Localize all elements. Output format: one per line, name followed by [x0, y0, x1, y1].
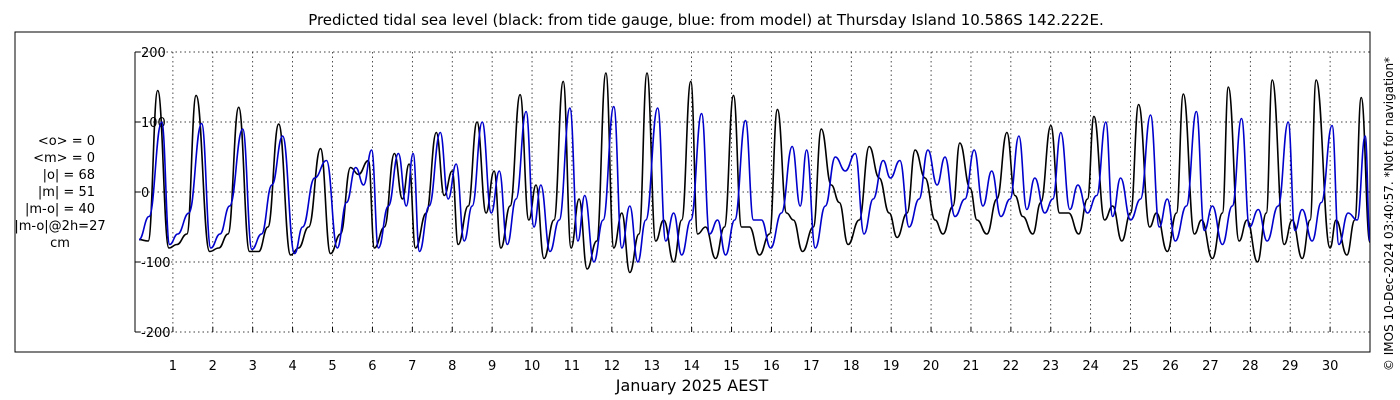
x-tick-label: 29: [1282, 359, 1299, 374]
x-tick-label: 25: [1122, 359, 1139, 374]
credit-text: © IMOS 10-Dec-2024 03:40:57. *Not for na…: [1382, 57, 1396, 371]
stat-line: <o> = 0: [38, 134, 95, 149]
x-tick-label: 27: [1202, 359, 1219, 374]
x-tick-label: 30: [1322, 359, 1339, 374]
x-tick-label: 28: [1242, 359, 1259, 374]
x-tick-label: 16: [763, 359, 780, 374]
stat-line: |m-o|@2h=27: [14, 219, 105, 234]
x-tick-label: 14: [683, 359, 700, 374]
grid-lines: [135, 51, 1370, 333]
x-tick-label: 21: [963, 359, 980, 374]
series-line-model: [138, 105, 1371, 263]
x-tick-label: 23: [1043, 359, 1060, 374]
x-tick-label: 19: [883, 359, 900, 374]
x-tick-label: 1: [169, 359, 177, 374]
x-tick-label: 12: [604, 359, 621, 374]
x-tick-label: 10: [524, 359, 541, 374]
x-tick-label: 13: [643, 359, 660, 374]
x-tick-label: 7: [408, 359, 416, 374]
x-tick-label: 22: [1003, 359, 1020, 374]
x-tick-label: 26: [1162, 359, 1179, 374]
y-tick-label: -200: [141, 326, 171, 341]
y-tick-label: 200: [141, 46, 166, 61]
x-tick-label: 24: [1082, 359, 1099, 374]
series-lines: [138, 72, 1371, 274]
series-line-gauge: [138, 72, 1371, 274]
stat-line: cm: [50, 236, 70, 251]
x-tick-label: 3: [249, 359, 257, 374]
x-tick-label: 17: [803, 359, 820, 374]
stats-block: <o> = 0 <m> = 0 |o| = 68 |m| = 51 |m-o| = 40…: [14, 134, 105, 251]
stat-line: |m| = 51: [38, 185, 95, 200]
stat-line: <m> = 0: [33, 151, 95, 166]
stat-line: |m-o| = 40: [25, 202, 95, 217]
chart-title: Predicted tidal sea level (black: from t…: [308, 11, 1104, 29]
outer-frame: [14, 31, 1371, 353]
x-tick-label: 20: [923, 359, 940, 374]
x-tick-label: 8: [448, 359, 456, 374]
x-tick-label: 18: [843, 359, 860, 374]
x-tick-label: 9: [488, 359, 496, 374]
stat-line: |o| = 68: [43, 168, 95, 183]
y-tick-label: -100: [141, 256, 171, 271]
x-tick-label: 4: [288, 359, 296, 374]
x-tick-label: 2: [209, 359, 217, 374]
x-tick-label: 15: [723, 359, 740, 374]
x-tick-label: 5: [328, 359, 336, 374]
y-tick-label: 0: [141, 186, 149, 201]
x-axis-label: January 2025 AEST: [615, 376, 769, 395]
x-tick-label: 11: [564, 359, 581, 374]
x-axis-ticks: 1 2 3 4 5 6 7 8 9 10 11 12 13 14 15 16 17 18 19 20 21 22 23 24 2…: [169, 327, 1339, 374]
x-tick-label: 6: [368, 359, 376, 374]
